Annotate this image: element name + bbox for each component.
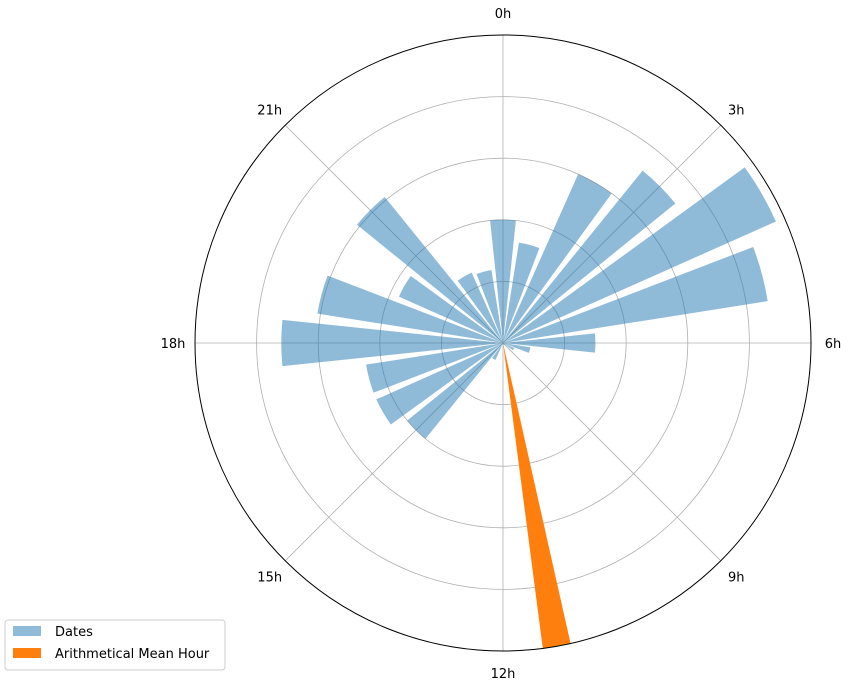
polar-spine: [194, 34, 812, 652]
bar-dates: [457, 272, 503, 343]
bar-dates: [503, 343, 531, 353]
bar-mean-hour: [503, 343, 571, 649]
theta-tick-label: 12h: [491, 667, 516, 682]
bar-dates: [366, 343, 503, 393]
theta-tick-label: 3h: [728, 104, 745, 119]
bar-dates: [503, 343, 515, 351]
theta-tick-label: 9h: [728, 570, 745, 585]
bar-dates: [503, 242, 540, 343]
bar-dates: [503, 167, 776, 343]
theta-tick-label: 15h: [257, 570, 282, 585]
legend-label-mean-hour: Arithmetical Mean Hour: [55, 647, 210, 662]
legend-swatch-dates: [13, 626, 41, 636]
outer-spine: [194, 34, 812, 652]
bar-dates: [502, 343, 503, 345]
legend-label-dates: Dates: [55, 625, 93, 640]
theta-gridline: [502, 342, 722, 562]
bar-dates: [503, 343, 504, 345]
theta-tick-label: 0h: [495, 7, 512, 22]
bar-dates: [281, 319, 503, 367]
bar-dates: [476, 269, 503, 343]
theta-tick-label: 18h: [161, 337, 186, 352]
legend: Dates Arithmetical Mean Hour: [4, 619, 226, 671]
legend-swatch-mean-hour: [13, 648, 41, 658]
bar-dates: [356, 196, 503, 343]
bar-dates: [376, 343, 503, 425]
bar-dates: [317, 275, 503, 343]
bar-dates: [398, 276, 503, 343]
theta-tick-labels: 0h 3h 6h 9h 12h 15h 18h 21h: [161, 7, 842, 682]
bar-dates: [490, 219, 516, 343]
bar-dates: [503, 343, 506, 346]
bar-dates: [407, 343, 503, 439]
legend-frame: [4, 619, 226, 671]
theta-tick-label: 21h: [257, 104, 282, 119]
bar-dates: [492, 343, 503, 360]
bar-dates: [503, 174, 612, 343]
theta-tick-label: 6h: [825, 337, 842, 352]
bar-dates: [503, 246, 768, 343]
bar-dates: [503, 170, 676, 343]
bar-dates: [503, 343, 505, 345]
bars: [281, 167, 776, 649]
bar-dates: [503, 333, 596, 353]
